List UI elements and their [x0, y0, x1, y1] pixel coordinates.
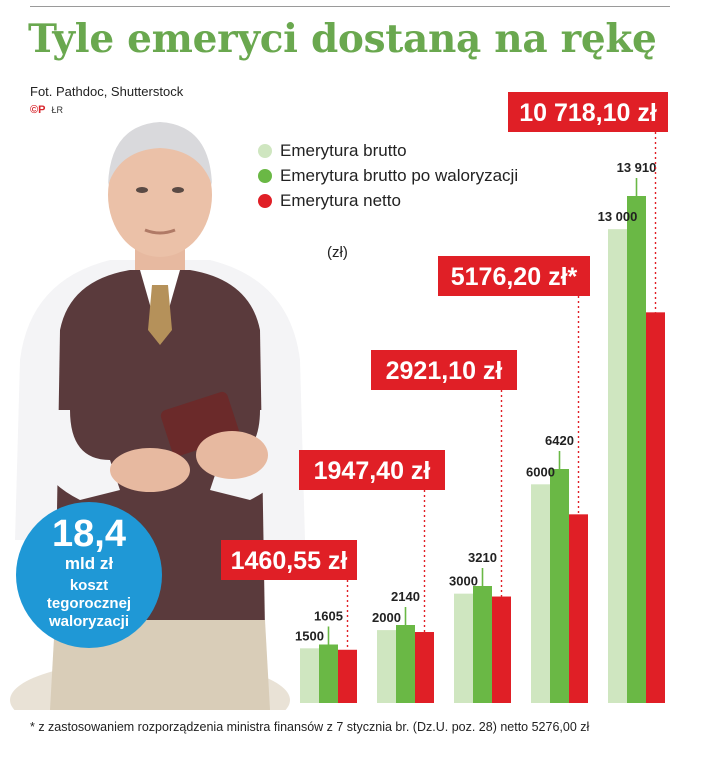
footnote: * z zastosowaniem rozporządzenia ministr… — [30, 720, 590, 734]
value-label-brutto-2: 2000 — [372, 610, 401, 625]
bar-waloryzacja-5 — [627, 196, 646, 703]
cost-desc-line1: koszt — [69, 577, 109, 594]
legend-label-waloryzacja: Emerytura brutto po waloryzacji — [280, 166, 519, 185]
netto-box-5 — [508, 92, 668, 132]
value-label-brutto-1: 1500 — [295, 628, 324, 643]
value-label-brutto-3: 3000 — [449, 574, 478, 589]
netto-box-1 — [221, 540, 357, 580]
legend-item-netto: Emerytura netto — [258, 188, 518, 213]
legend-item-waloryzacja: Emerytura brutto po waloryzacji — [258, 163, 518, 188]
cost-bubble: 18,4 mld zł koszt tegorocznej waloryzacj… — [16, 502, 162, 648]
bar-netto-2 — [415, 632, 434, 703]
netto-label-4: 5176,20 zł* — [451, 263, 578, 291]
bar-brutto-4 — [531, 484, 550, 703]
legend-label-netto: Emerytura netto — [280, 191, 401, 210]
bar-netto-5 — [646, 312, 665, 703]
cost-desc-line2: tegorocznej — [46, 595, 132, 612]
bar-brutto-1 — [300, 648, 319, 703]
netto-label-5: 10 718,10 zł — [519, 99, 657, 127]
page-title: Tyle emeryci dostaną na rękę — [28, 16, 657, 62]
netto-label-1: 1460,55 zł — [231, 547, 348, 575]
copyright-mark: ©P ŁR — [30, 104, 63, 116]
chart-unit-label: (zł) — [327, 244, 348, 261]
bar-waloryzacja-2 — [396, 625, 415, 703]
value-label-waloryzacja-1: 1605 — [314, 609, 343, 624]
bar-netto-4 — [569, 514, 588, 703]
netto-label-3: 2921,10 zł — [386, 357, 503, 385]
bar-waloryzacja-4 — [550, 469, 569, 703]
cost-desc-line3: waloryzacji — [48, 613, 130, 630]
legend-item-brutto: Emerytura brutto — [258, 138, 518, 163]
netto-label-2: 1947,40 zł — [314, 457, 431, 485]
value-label-waloryzacja-4: 6420 — [545, 433, 574, 448]
cost-unit: mld zł — [64, 554, 114, 573]
chart-legend: Emerytura brutto Emerytura brutto po wal… — [258, 138, 518, 213]
photo-credit: Fot. Pathdoc, Shutterstock — [30, 84, 184, 99]
bar-brutto-5 — [608, 229, 627, 704]
bar-netto-1 — [338, 649, 357, 703]
author-initials: ŁR — [51, 105, 63, 115]
bar-waloryzacja-1 — [319, 644, 338, 703]
netto-box-4 — [438, 256, 590, 296]
legend-dot-brutto — [258, 144, 272, 158]
value-label-brutto-4: 6000 — [526, 464, 555, 479]
bar-brutto-3 — [454, 593, 473, 703]
legend-dot-netto — [258, 194, 272, 208]
value-label-waloryzacja-2: 2140 — [391, 589, 420, 604]
legend-dot-waloryzacja — [258, 169, 272, 183]
bar-waloryzacja-3 — [473, 586, 492, 703]
legend-label-brutto: Emerytura brutto — [280, 141, 407, 160]
bar-brutto-2 — [377, 630, 396, 703]
netto-box-2 — [299, 450, 445, 490]
netto-box-3 — [371, 350, 517, 390]
top-rule — [30, 6, 670, 7]
value-label-brutto-5: 13 000 — [598, 209, 638, 224]
cost-value: 18,4 — [52, 513, 126, 555]
value-label-waloryzacja-3: 3210 — [468, 550, 497, 565]
bar-netto-3 — [492, 596, 511, 703]
value-label-waloryzacja-5: 13 910 — [617, 160, 657, 175]
copyright-icon: ©P — [30, 104, 46, 116]
